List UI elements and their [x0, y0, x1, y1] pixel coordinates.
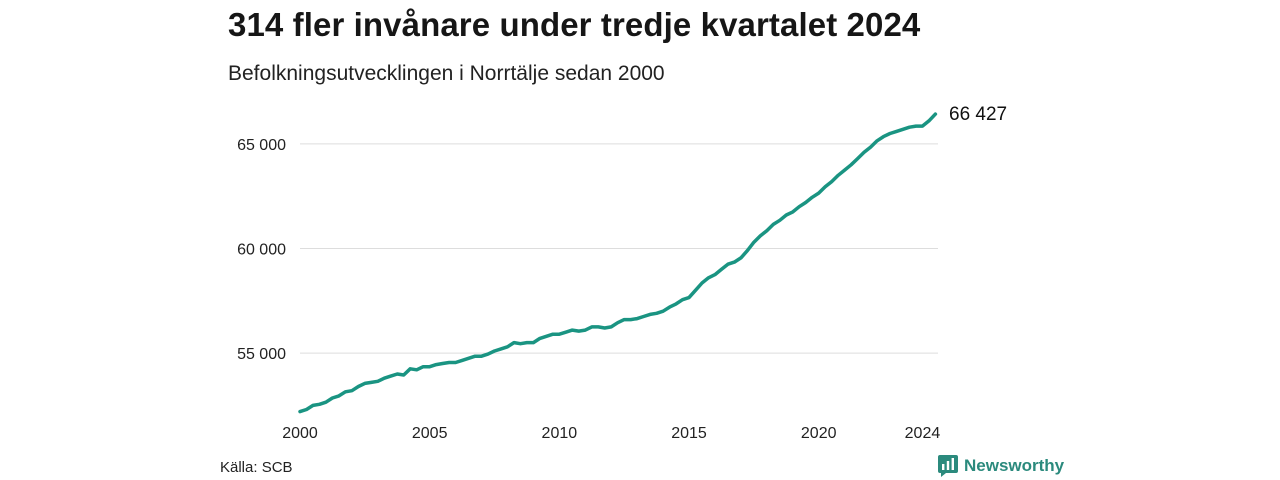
x-tick-label: 2020 [801, 425, 837, 442]
newsworthy-logo-icon [938, 455, 958, 477]
x-tick-label: 2015 [671, 425, 707, 442]
brand-logo: Newsworthy [938, 455, 1064, 477]
x-tick-label: 2000 [282, 425, 318, 442]
source-note: Källa: SCB [220, 459, 293, 476]
y-tick-label: 55 000 [237, 346, 286, 363]
y-tick-label: 60 000 [237, 241, 286, 258]
chart-subtitle: Befolkningsutvecklingen i Norrtälje seda… [228, 62, 665, 85]
x-tick-label: 2024 [905, 425, 941, 442]
x-tick-label: 2005 [412, 425, 448, 442]
last-value-label: 66 427 [949, 104, 1007, 125]
population-line [298, 112, 938, 414]
brand-name: Newsworthy [964, 456, 1065, 475]
x-tick-label: 2010 [542, 425, 578, 442]
chart-title: 314 fler invånare under tredje kvartalet… [228, 6, 921, 43]
y-tick-label: 65 000 [237, 137, 286, 154]
